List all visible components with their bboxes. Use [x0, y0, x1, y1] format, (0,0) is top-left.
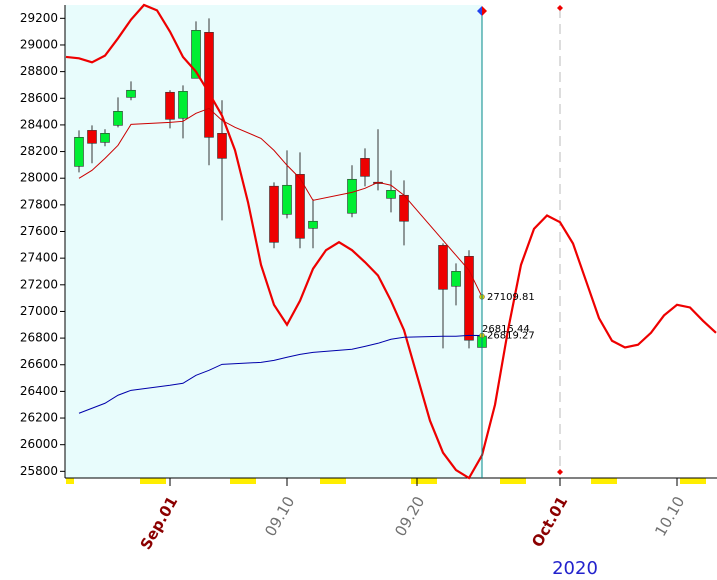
x-tick-label: 09.10 — [261, 493, 298, 539]
future-marker-bottom — [557, 469, 563, 475]
y-tick-label: 26400 — [20, 384, 58, 398]
candle-body — [100, 133, 110, 143]
year-label: 2020 — [552, 558, 598, 579]
x-tick-label: 09.20 — [391, 493, 428, 539]
y-tick-label: 27400 — [20, 251, 58, 265]
y-tick-label: 28200 — [20, 144, 58, 158]
weekend-marker — [140, 478, 166, 484]
close-label: 26815.44 — [482, 324, 530, 335]
x-tick-label: 10.10 — [651, 493, 688, 539]
future-marker-top — [557, 5, 563, 11]
candle-body — [178, 91, 188, 119]
candle-body — [451, 271, 461, 287]
line-series — [78, 107, 483, 298]
candle-body — [282, 184, 292, 215]
y-tick-label: 28000 — [20, 171, 58, 185]
y-tick-label: 28600 — [20, 91, 58, 105]
y-tick-label: 26200 — [20, 411, 58, 425]
candle-body — [438, 245, 448, 290]
candle-body — [360, 158, 370, 177]
candle-body — [87, 130, 97, 144]
weekend-marker — [66, 478, 74, 484]
y-tick-label: 28800 — [20, 64, 58, 78]
y-tick-label: 29200 — [20, 11, 58, 25]
candle-body — [347, 178, 357, 214]
candle-body — [269, 185, 279, 243]
end-label: 27109.81 — [487, 292, 535, 303]
weekend-marker — [591, 478, 617, 484]
weekend-marker — [411, 478, 437, 484]
line-series — [65, 3, 717, 480]
y-tick-label: 25800 — [20, 464, 58, 478]
y-tick-label: 27200 — [20, 277, 58, 291]
y-tick-label: 26800 — [20, 331, 58, 345]
weekend-marker — [680, 478, 706, 484]
weekend-marker — [230, 478, 256, 484]
cursor-diamond-left — [477, 6, 482, 16]
y-tick-label: 29000 — [20, 37, 58, 51]
x-tick-label: Sep.01 — [137, 493, 182, 552]
line-series — [78, 334, 483, 414]
candle-body — [74, 137, 84, 167]
weekend-markers — [66, 478, 706, 484]
candle-body — [386, 190, 396, 199]
candle-body — [126, 89, 136, 98]
candle-body — [191, 30, 201, 79]
candle-body — [204, 32, 214, 138]
x-tick-label: Oct.01 — [528, 493, 571, 550]
y-tick-label: 26000 — [20, 437, 58, 451]
weekend-marker — [500, 478, 526, 484]
y-tick-label: 27600 — [20, 224, 58, 238]
y-tick-label: 27800 — [20, 197, 58, 211]
candle-body — [113, 111, 123, 126]
end-label: 26819.27 — [487, 331, 535, 342]
y-tick-label: 28400 — [20, 117, 58, 131]
candle-body — [464, 255, 474, 341]
y-tick-label: 26600 — [20, 357, 58, 371]
cursor-diamond-right — [482, 6, 487, 16]
y-tick-label: 27000 — [20, 304, 58, 318]
candle-body — [217, 133, 227, 159]
candle-body — [308, 220, 318, 229]
weekend-marker — [320, 478, 346, 484]
candle-body — [295, 174, 305, 239]
candle-body — [165, 91, 175, 120]
